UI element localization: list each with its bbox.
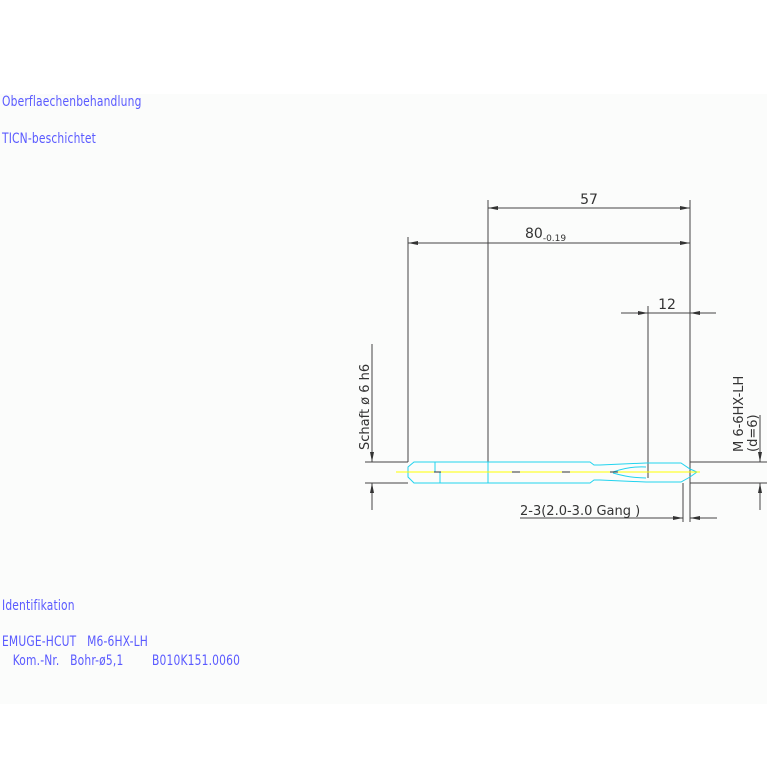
chamfer-threads-label: 2-3(2.0-3.0 Gang ) bbox=[520, 504, 640, 519]
dim-57-label: 57 bbox=[580, 192, 598, 208]
thread-spec-label: M 6-6HX-LH bbox=[732, 376, 747, 452]
ident-line-1: EMUGE-HCUT M6-6HX-LH bbox=[2, 634, 149, 650]
ident-line-2: Kom.-Nr. Bohr-ø5,1 B010K151.0060 bbox=[2, 653, 241, 669]
dim-80-label: 80-0.19 bbox=[525, 226, 566, 244]
thread-diameter-label: (d=6) bbox=[746, 414, 761, 452]
surface-value: TICN-beschichtet bbox=[2, 131, 97, 147]
shank-label: Schaft ø 6 h6 bbox=[358, 364, 373, 450]
dimension-lines bbox=[365, 200, 767, 522]
dim-80-tolerance: -0.19 bbox=[543, 234, 567, 244]
ident-heading: Identifikation bbox=[2, 598, 75, 614]
dim-12-label: 12 bbox=[658, 297, 676, 313]
drawing-sheet bbox=[0, 94, 767, 704]
dim-80-value: 80 bbox=[525, 226, 543, 242]
surface-heading: Oberflaechenbehandlung bbox=[2, 94, 142, 110]
